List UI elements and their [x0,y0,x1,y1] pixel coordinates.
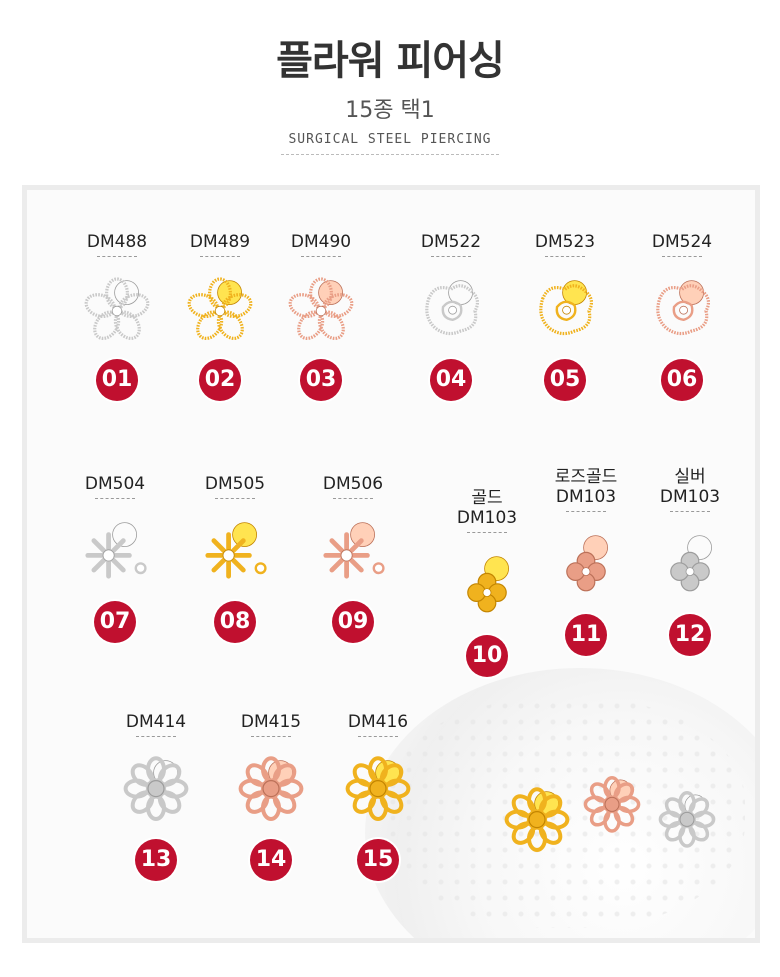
product-item[interactable]: DM504 07 [55,474,175,643]
code-divider [467,532,507,533]
product-number-badge: 08 [214,601,256,643]
code-divider [215,498,255,499]
product-code: DM103 [659,487,721,507]
product-code: DM414 [125,712,187,732]
product-code: DM523 [534,232,596,252]
code-divider [136,736,176,737]
flower-earring-icon [276,267,366,347]
product-item[interactable]: DM523 05 [505,232,625,401]
product-color-label: 실버 [674,467,706,487]
code-divider [545,256,585,257]
code-divider [97,256,137,257]
product-item[interactable]: DM489 02 [160,232,280,401]
product-number-badge: 13 [135,839,177,881]
product-number-badge: 02 [199,359,241,401]
daisy-earring-icon [577,768,647,838]
page-subtitle: 15종 택1 [345,98,435,123]
snowflake-earring-icon [70,509,160,589]
product-item[interactable]: DM506 09 [293,474,413,643]
product-code: DM415 [240,712,302,732]
rose-earring-icon [637,267,727,347]
daisy-earring-icon [652,783,722,853]
earring-display-scene [497,768,737,878]
product-item[interactable]: DM524 06 [622,232,742,401]
flower-earring-icon [175,267,265,347]
product-item[interactable]: DM414 13 [96,712,216,881]
product-code: DM490 [290,232,352,252]
product-item[interactable]: DM415 14 [211,712,331,881]
daisy-earring-icon [226,747,316,827]
product-item[interactable]: DM522 04 [391,232,511,401]
product-item[interactable]: DM488 01 [57,232,177,401]
product-code: DM504 [84,474,146,494]
product-number-badge: 14 [250,839,292,881]
product-panel: DM488 01 DM489 02 DM490 03 DM522 04 DM52… [22,185,760,943]
rose-earring-icon [406,267,496,347]
daisy-earring-icon [333,747,423,827]
code-divider [670,511,710,512]
english-subtitle: SURGICAL STEEL PIERCING [288,132,492,147]
product-code: DM506 [322,474,384,494]
product-item[interactable]: 골드 DM103 10 [427,488,547,677]
product-number-badge: 12 [669,614,711,656]
product-item[interactable]: 실버 DM103 12 [630,467,750,656]
product-item[interactable]: DM490 03 [261,232,381,401]
code-divider [333,498,373,499]
code-divider [431,256,471,257]
product-number-badge: 05 [544,359,586,401]
product-item[interactable]: DM416 15 [318,712,438,881]
page-title: 플라워 피어싱 [276,38,505,84]
snowflake-earring-icon [190,509,280,589]
product-number-badge: 10 [466,635,508,677]
product-number-badge: 04 [430,359,472,401]
product-code: DM505 [204,474,266,494]
code-divider [200,256,240,257]
code-divider [95,498,135,499]
product-color-label: 골드 [471,488,503,508]
product-code: DM489 [189,232,251,252]
product-code: DM488 [86,232,148,252]
flower-earring-icon [72,267,162,347]
product-code: DM416 [347,712,409,732]
subtitle-divider [281,154,499,155]
product-code: DM522 [420,232,482,252]
product-number-badge: 01 [96,359,138,401]
product-number-badge: 07 [94,601,136,643]
rose-earring-icon [520,267,610,347]
code-divider [566,511,606,512]
clover-earring-icon [442,543,532,623]
product-number-badge: 15 [357,839,399,881]
code-divider [358,736,398,737]
page-header: 플라워 피어싱 15종 택1 SURGICAL STEEL PIERCING [0,0,780,180]
code-divider [301,256,341,257]
product-number-badge: 09 [332,601,374,643]
product-item[interactable]: 로즈골드 DM103 11 [526,467,646,656]
product-number-badge: 03 [300,359,342,401]
clover-earring-icon [541,522,631,602]
product-item[interactable]: DM505 08 [175,474,295,643]
snowflake-earring-icon [308,509,398,589]
product-number-badge: 06 [661,359,703,401]
product-code: DM103 [555,487,617,507]
code-divider [662,256,702,257]
product-code: DM103 [456,508,518,528]
product-number-badge: 11 [565,614,607,656]
daisy-earring-icon [111,747,201,827]
clover-earring-icon [645,522,735,602]
product-color-label: 로즈골드 [554,467,618,487]
code-divider [251,736,291,737]
product-code: DM524 [651,232,713,252]
daisy-earring-icon [497,778,577,858]
